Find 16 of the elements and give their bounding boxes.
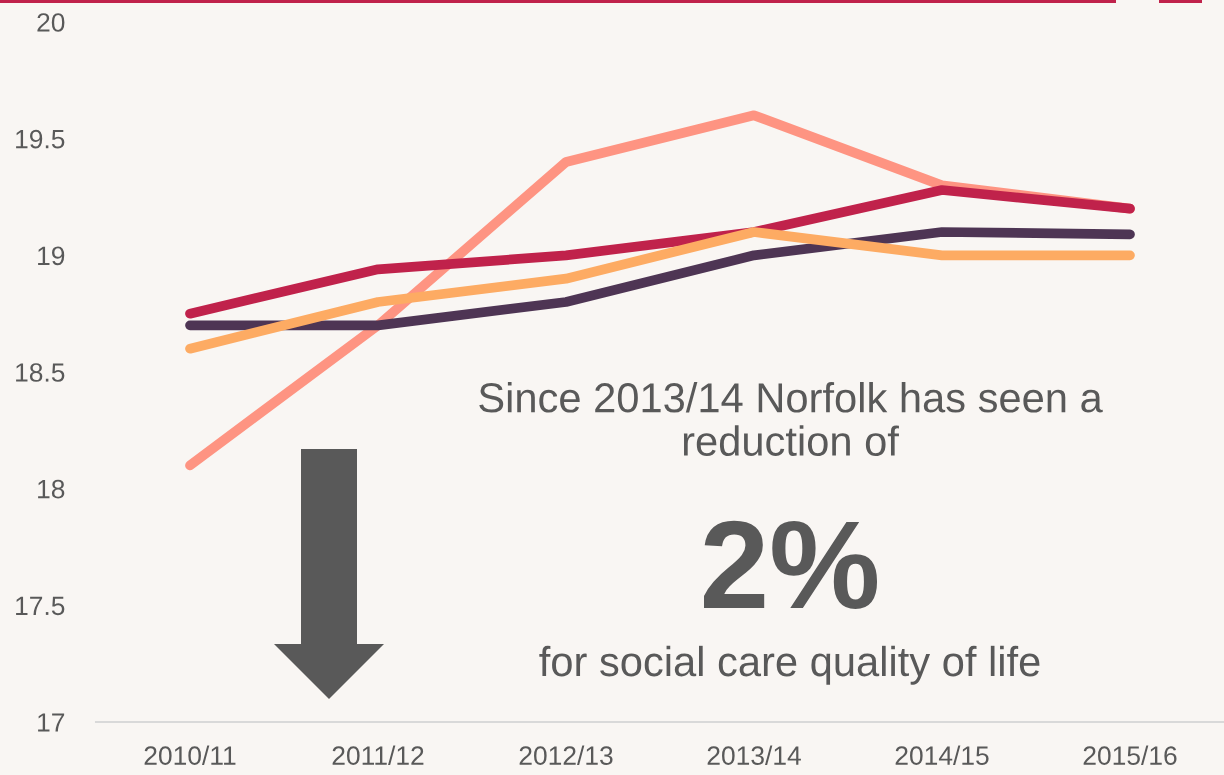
y-tick-label: 18 — [38, 479, 65, 499]
x-tick-label: 2010/11 — [144, 745, 236, 765]
y-tick-label: 17.5 — [16, 596, 65, 616]
x-tick-label: 2015/16 — [1083, 745, 1177, 765]
y-tick-label: 19 — [38, 246, 65, 266]
y-tick-label: 20 — [37, 13, 65, 32]
y-tick-label: 19.5 — [16, 129, 65, 149]
y-tick-label: 17 — [38, 713, 65, 732]
annotation: for social care quality of life — [539, 645, 1040, 685]
x-tick-label: 2014/15 — [895, 745, 989, 765]
x-tick-label: 2011/12 — [332, 745, 424, 765]
annotation: Since 2013/14 Norfolk has seen a reduction of — [479, 382, 1103, 456]
annotation: 2% — [704, 520, 878, 609]
x-tick-label: 2013/14 — [707, 745, 801, 765]
y-tick-label: 18.5 — [16, 363, 65, 382]
x-tick-label: 2012/13 — [519, 745, 613, 765]
